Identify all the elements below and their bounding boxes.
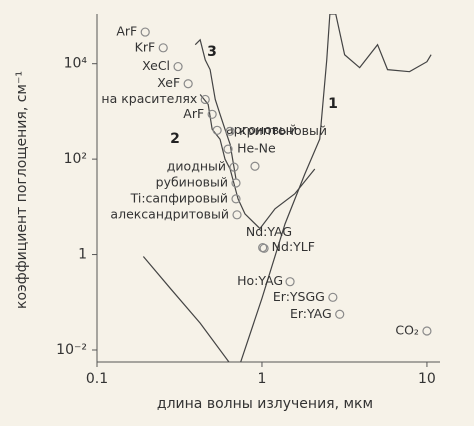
laser-label: криптоновый <box>239 123 327 138</box>
laser-point <box>285 277 295 287</box>
y-tick-label: 1 <box>78 247 87 263</box>
laser-point <box>328 292 338 302</box>
y-tick-label: 10² <box>64 151 87 167</box>
laser-label: Nd:YLF <box>272 239 315 254</box>
curve <box>199 94 316 230</box>
y-tick-label: 10⁻² <box>56 342 87 358</box>
laser-point <box>225 126 235 136</box>
x-tick-label: 0.1 <box>86 371 108 387</box>
y-axis-label: коэффициент поглощения, см⁻¹ <box>14 71 30 309</box>
laser-label: XeCl <box>142 58 170 73</box>
curve-label: 2 <box>170 131 180 147</box>
laser-point <box>422 326 432 336</box>
laser-point <box>183 79 193 89</box>
laser-label: Ti:сапфировый <box>130 190 228 205</box>
laser-label: ArF <box>183 106 204 121</box>
laser-point <box>259 243 269 253</box>
laser-label: александритовый <box>110 206 229 221</box>
laser-label: на красителях <box>101 91 197 106</box>
curves <box>142 14 432 362</box>
laser-point <box>158 43 168 53</box>
laser-point <box>250 161 260 171</box>
laser-label: диодный <box>167 159 226 174</box>
laser-point <box>231 194 241 204</box>
laser-label: Nd:YAG <box>246 224 292 239</box>
curve-label: 3 <box>207 44 217 60</box>
curve <box>194 38 237 180</box>
laser-label: Er:YSGG <box>273 289 325 304</box>
laser-label: He-Ne <box>237 141 276 156</box>
laser-point <box>231 178 241 188</box>
laser-point <box>335 309 345 319</box>
laser-label: KrF <box>135 39 156 54</box>
x-axis-label: длина волны излучения, мкм <box>157 396 373 412</box>
laser-point <box>229 162 239 172</box>
laser-label: аргоновый <box>226 122 297 137</box>
x-tick-label: 1 <box>258 371 267 387</box>
laser-label: CO₂ <box>395 322 419 337</box>
laser-point <box>212 125 222 135</box>
laser-label: рубиновый <box>156 174 228 189</box>
laser-point <box>223 144 233 154</box>
curve-label: 1 <box>328 96 338 112</box>
x-tick-label: 10 <box>418 371 436 387</box>
laser-point <box>140 27 150 37</box>
laser-point <box>200 94 210 105</box>
laser-point <box>232 210 242 220</box>
laser-label: XeF <box>157 75 180 90</box>
laser-point <box>173 61 183 72</box>
y-tick-label: 10⁴ <box>64 56 88 72</box>
laser-label: Er:YAG <box>290 306 332 321</box>
curve <box>142 14 432 362</box>
laser-point <box>207 109 217 119</box>
laser-label: ArF <box>116 24 137 39</box>
laser-label: Ho:YAG <box>237 273 283 288</box>
